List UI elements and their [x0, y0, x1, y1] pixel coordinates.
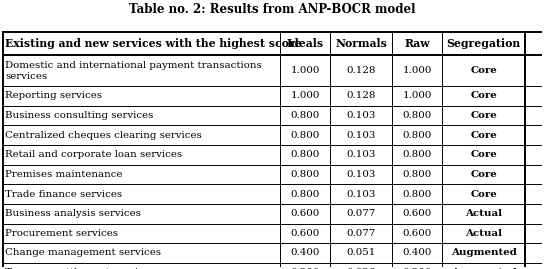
Text: 0.200: 0.200 [290, 268, 320, 269]
Text: Ideals: Ideals [287, 38, 324, 49]
Text: Reporting services: Reporting services [5, 91, 102, 100]
Text: Augmented: Augmented [451, 249, 517, 257]
Text: 0.400: 0.400 [403, 249, 432, 257]
Text: Normals: Normals [335, 38, 387, 49]
Text: 0.800: 0.800 [403, 150, 432, 159]
Text: 0.800: 0.800 [403, 111, 432, 120]
Text: Core: Core [470, 131, 497, 140]
Text: 0.600: 0.600 [403, 229, 432, 238]
Text: 0.800: 0.800 [290, 150, 320, 159]
Text: 0.077: 0.077 [347, 209, 376, 218]
Text: 0.128: 0.128 [347, 91, 376, 100]
Text: 0.051: 0.051 [347, 249, 376, 257]
Text: Core: Core [470, 170, 497, 179]
Text: Change management services: Change management services [5, 249, 161, 257]
Text: Actual: Actual [465, 229, 502, 238]
Text: Centralized cheques clearing services: Centralized cheques clearing services [5, 131, 202, 140]
Text: Core: Core [470, 91, 497, 100]
Text: 0.026: 0.026 [347, 268, 376, 269]
Text: 1.000: 1.000 [290, 91, 320, 100]
Text: 0.103: 0.103 [347, 170, 376, 179]
Text: Core: Core [470, 66, 497, 75]
Text: 0.103: 0.103 [347, 131, 376, 140]
Text: 0.600: 0.600 [403, 209, 432, 218]
Text: Table no. 2: Results from ANP-BOCR model: Table no. 2: Results from ANP-BOCR model [129, 3, 415, 16]
Text: Core: Core [470, 111, 497, 120]
Text: Core: Core [470, 150, 497, 159]
Text: 0.600: 0.600 [290, 229, 320, 238]
Text: 0.103: 0.103 [347, 190, 376, 199]
Text: 0.800: 0.800 [290, 190, 320, 199]
Text: 0.200: 0.200 [403, 268, 432, 269]
Text: 1.000: 1.000 [403, 91, 432, 100]
Text: 0.103: 0.103 [347, 150, 376, 159]
Text: Business analysis services: Business analysis services [5, 209, 141, 218]
Text: Retail and corporate loan services: Retail and corporate loan services [5, 150, 182, 159]
Text: Business consulting services: Business consulting services [5, 111, 153, 120]
Text: Segregation: Segregation [447, 38, 521, 49]
Text: Treasury settlement services: Treasury settlement services [5, 268, 155, 269]
Text: 0.800: 0.800 [403, 170, 432, 179]
Text: Trade finance services: Trade finance services [5, 190, 122, 199]
Text: Raw: Raw [404, 38, 430, 49]
Text: 0.103: 0.103 [347, 111, 376, 120]
Text: 0.077: 0.077 [347, 229, 376, 238]
Text: Procurement services: Procurement services [5, 229, 118, 238]
Text: 0.128: 0.128 [347, 66, 376, 75]
Text: 0.800: 0.800 [403, 131, 432, 140]
Text: Domestic and international payment transactions
services: Domestic and international payment trans… [5, 61, 262, 81]
Text: Premises maintenance: Premises maintenance [5, 170, 122, 179]
Text: 0.800: 0.800 [290, 131, 320, 140]
Text: 1.000: 1.000 [403, 66, 432, 75]
Text: Augmented: Augmented [451, 268, 517, 269]
Text: 0.400: 0.400 [290, 249, 320, 257]
Text: Existing and new services with the highest score: Existing and new services with the highe… [5, 38, 301, 49]
Text: Core: Core [470, 190, 497, 199]
Text: 0.800: 0.800 [290, 111, 320, 120]
Text: 0.800: 0.800 [403, 190, 432, 199]
Text: 1.000: 1.000 [290, 66, 320, 75]
Text: Actual: Actual [465, 209, 502, 218]
Text: 0.600: 0.600 [290, 209, 320, 218]
Text: 0.800: 0.800 [290, 170, 320, 179]
